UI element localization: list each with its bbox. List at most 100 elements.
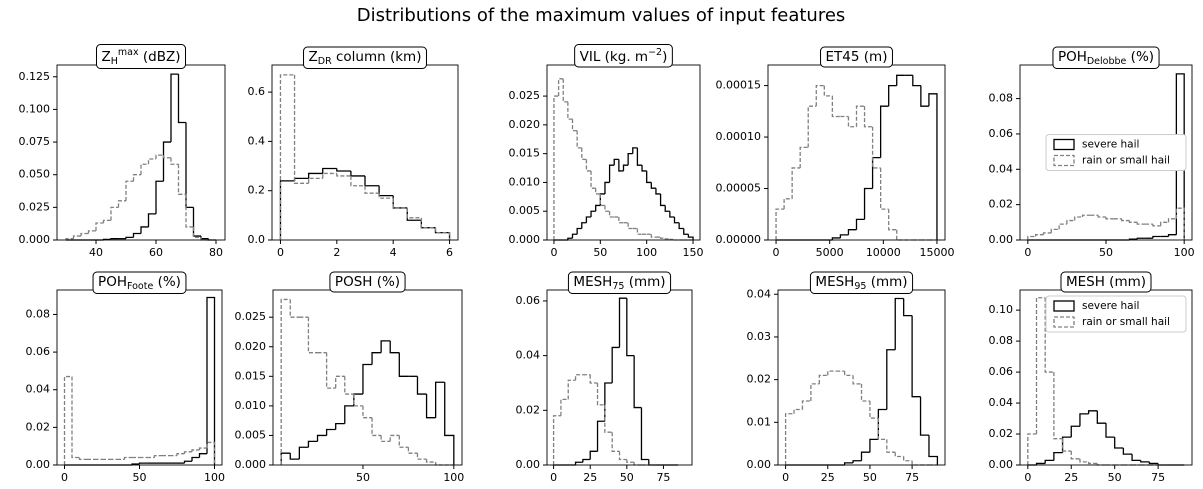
y-tick-label: 0.00 — [516, 458, 541, 471]
histogram-bin — [552, 415, 561, 465]
y-tick-label: 0.00000 — [716, 233, 762, 246]
histogram-bin — [1061, 438, 1072, 452]
y-tick-label: 0.00015 — [716, 79, 762, 92]
histogram-bin — [618, 297, 627, 348]
histogram-bin — [1136, 222, 1146, 225]
histogram-bin — [325, 352, 336, 389]
histogram-bin — [810, 383, 820, 401]
histogram-bin — [117, 200, 126, 208]
histogram-bin — [1079, 458, 1089, 463]
y-tick-label: 0.015 — [509, 147, 541, 160]
histogram-bin — [641, 165, 647, 172]
histogram-bin — [138, 462, 147, 465]
histogram-bin — [869, 400, 879, 419]
y-tick-label: 0.04 — [516, 349, 541, 362]
y-tick-label: 0.00005 — [716, 182, 762, 195]
histogram-bin — [886, 349, 896, 410]
histogram-bin — [807, 105, 817, 148]
histogram-bin — [574, 461, 583, 465]
title-box — [303, 46, 427, 69]
histogram-bin — [406, 207, 422, 221]
title-box — [809, 271, 914, 294]
histogram-bin — [894, 452, 904, 458]
histogram-bin — [444, 382, 455, 465]
histogram-bin — [831, 237, 841, 240]
title-part: VIL (kg. m — [580, 49, 648, 65]
y-tick-label: 0.08 — [989, 92, 1014, 105]
histogram-bin — [1035, 462, 1046, 465]
y-tick-label: 0.005 — [235, 428, 267, 441]
histogram-bin — [590, 170, 596, 189]
title-part: (%) — [153, 274, 181, 290]
subplot-title: MESH95 (mm) — [815, 274, 907, 292]
histogram-bin — [1053, 372, 1063, 440]
histogram-bin — [1058, 223, 1067, 230]
x-tick-label: 0 — [782, 471, 789, 484]
y-tick-label: 0.000 — [19, 233, 51, 246]
histogram-bin — [799, 146, 809, 168]
plot-frame — [56, 64, 226, 241]
histogram-bin — [147, 158, 156, 165]
histogram-bin — [350, 175, 365, 187]
histogram-bin — [1105, 423, 1115, 438]
y-tick-label: 0.06 — [989, 127, 1014, 140]
title-box — [1052, 46, 1160, 69]
histogram-bin — [860, 383, 870, 402]
histogram-bin — [595, 188, 601, 195]
legend-label: severe hail — [1082, 139, 1139, 151]
y-tick-label: 0.005 — [509, 204, 541, 217]
histogram-bin — [416, 376, 427, 395]
histogram-bin — [78, 457, 87, 461]
histogram-bin — [604, 181, 610, 194]
histogram-bin — [640, 407, 649, 461]
x-tick-label: 100 — [204, 471, 225, 484]
x-tick-label: 75 — [656, 471, 670, 484]
histogram-bin — [1066, 219, 1075, 225]
histogram-bin — [1128, 220, 1138, 223]
histogram-bin — [903, 456, 913, 462]
histogram-bin — [380, 435, 391, 443]
histogram-bin — [279, 74, 295, 240]
histogram-bin — [567, 379, 576, 400]
subplot-title: ET45 (m) — [826, 49, 888, 65]
histogram-bin — [322, 167, 337, 174]
histogram-bin — [1140, 460, 1150, 463]
title-part: H — [111, 56, 118, 67]
histogram-bin — [855, 218, 865, 230]
histogram-bin — [289, 299, 300, 318]
histogram-bin — [596, 420, 605, 452]
histogram-bin — [855, 105, 865, 127]
x-tick-label: 80 — [209, 246, 223, 259]
plot-frame — [767, 64, 946, 241]
histogram-bin — [1074, 216, 1083, 221]
histogram-bin — [307, 317, 318, 354]
histogram-bin — [140, 226, 149, 234]
title-part: (%) — [1126, 49, 1154, 65]
histogram-bin — [648, 459, 657, 466]
x-tick-label: 50 — [593, 246, 607, 259]
histogram-bin — [1152, 224, 1161, 227]
histogram-bin — [336, 168, 351, 172]
histogram-bin — [633, 355, 642, 409]
title-box — [574, 44, 673, 68]
x-tick-label: 50 — [620, 471, 634, 484]
histogram-bin — [585, 216, 592, 223]
histogram-bin — [1027, 235, 1036, 240]
histogram-bin — [1070, 425, 1080, 438]
histogram-bin — [1027, 433, 1037, 465]
histogram-bin — [911, 460, 921, 466]
histogram-bin — [646, 170, 652, 184]
histogram-bin — [364, 185, 380, 194]
histogram-bin — [627, 153, 633, 166]
plot-frame — [56, 289, 223, 466]
x-tick-label: 100 — [1174, 246, 1195, 259]
histogram-bin — [191, 456, 200, 462]
histogram-bin — [650, 182, 656, 189]
y-tick-label: 0.025 — [509, 89, 541, 102]
title-part: (mm) — [866, 274, 907, 290]
histogram-bin — [335, 422, 345, 430]
histogram-bin — [420, 220, 436, 229]
y-tick-label: 0.020 — [235, 340, 267, 353]
histogram-bin — [919, 396, 929, 436]
histogram-bin — [928, 93, 938, 240]
